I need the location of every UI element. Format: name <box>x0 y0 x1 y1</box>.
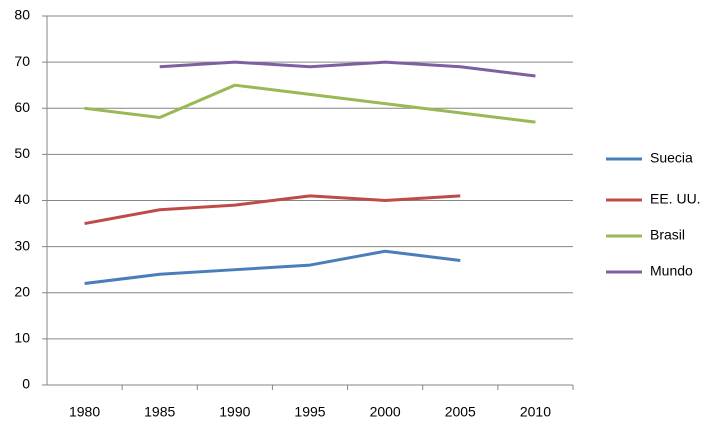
y-tick-label: 30 <box>14 237 30 253</box>
legend-label: EE. UU. <box>650 191 701 207</box>
legend-label: Brasil <box>650 227 685 243</box>
y-tick-label: 0 <box>22 376 30 392</box>
x-tick-label: 1995 <box>294 404 325 420</box>
y-tick-label: 40 <box>14 191 30 207</box>
x-tick-label: 2010 <box>520 404 551 420</box>
x-tick-label: 2000 <box>370 404 401 420</box>
legend-label: Mundo <box>650 263 693 279</box>
y-tick-label: 20 <box>14 283 30 299</box>
y-tick-label: 10 <box>14 330 30 346</box>
y-tick-label: 50 <box>14 145 30 161</box>
legend-label: Suecia <box>650 150 693 166</box>
series-line <box>84 249 461 286</box>
x-tick-label: 1980 <box>69 404 100 420</box>
y-tick-label: 80 <box>14 7 30 23</box>
x-tick-label: 1985 <box>144 404 175 420</box>
x-tick-label: 1990 <box>219 404 250 420</box>
x-tick-label: 2005 <box>445 404 476 420</box>
y-tick-label: 70 <box>14 53 30 69</box>
y-tick-label: 60 <box>14 99 30 115</box>
series-line <box>84 83 536 124</box>
series-line <box>159 60 536 78</box>
series-line <box>84 194 461 226</box>
